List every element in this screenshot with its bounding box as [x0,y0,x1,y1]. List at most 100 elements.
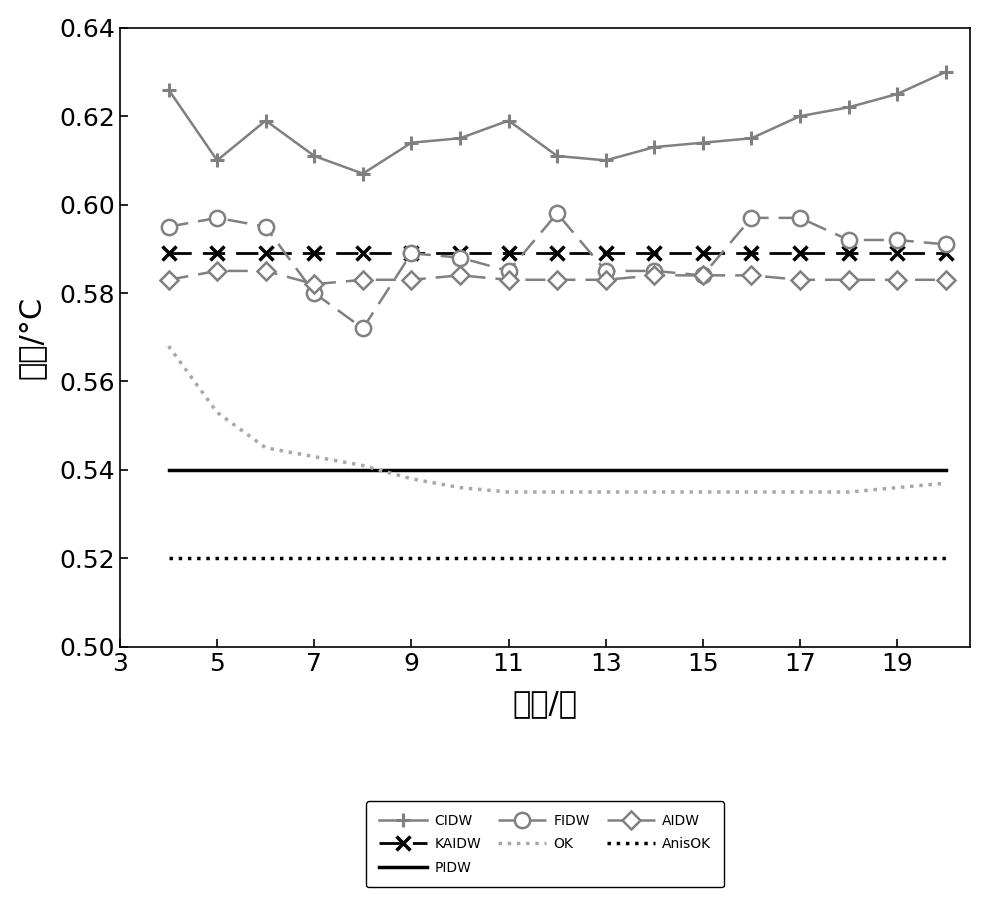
KAIDW [357,248,369,259]
KAIDW [697,248,709,259]
AIDW [405,274,417,286]
OK [648,486,660,497]
FIDW [648,265,660,276]
OK [260,443,272,454]
AIDW [940,274,952,286]
OK [745,486,757,497]
AIDW [697,270,709,281]
Line: OK: OK [169,346,946,492]
CIDW [454,133,466,144]
CIDW [600,155,612,166]
PIDW [940,465,952,476]
AIDW [163,274,175,286]
PIDW [211,465,223,476]
AIDW [745,270,757,281]
OK [211,407,223,418]
KAIDW [163,248,175,259]
KAIDW [260,248,272,259]
FIDW [843,235,855,246]
PIDW [551,465,563,476]
Line: CIDW: CIDW [162,65,953,180]
FIDW [503,265,515,276]
PIDW [405,465,417,476]
AnisOK [357,553,369,564]
Line: FIDW: FIDW [161,206,953,336]
FIDW [260,221,272,232]
AnisOK [503,553,515,564]
OK [357,460,369,471]
CIDW [551,151,563,162]
OK [308,451,320,462]
AnisOK [843,553,855,564]
X-axis label: 点数/个: 点数/个 [512,689,578,719]
KAIDW [308,248,320,259]
CIDW [308,151,320,162]
CIDW [163,84,175,95]
KAIDW [503,248,515,259]
KAIDW [454,248,466,259]
OK [551,486,563,497]
AnisOK [405,553,417,564]
AnisOK [697,553,709,564]
AnisOK [308,553,320,564]
OK [891,482,903,493]
CIDW [891,89,903,100]
AIDW [211,265,223,276]
OK [697,486,709,497]
FIDW [745,213,757,224]
CIDW [697,137,709,148]
PIDW [648,465,660,476]
AnisOK [211,553,223,564]
AIDW [357,274,369,286]
OK [794,486,806,497]
AIDW [551,274,563,286]
FIDW [211,213,223,224]
AnisOK [454,553,466,564]
AIDW [794,274,806,286]
FIDW [600,265,612,276]
CIDW [405,137,417,148]
AIDW [600,274,612,286]
KAIDW [551,248,563,259]
Line: AIDW: AIDW [162,264,952,290]
PIDW [891,465,903,476]
Y-axis label: 误差/°C: 误差/°C [16,296,45,379]
AIDW [260,265,272,276]
KAIDW [648,248,660,259]
AnisOK [745,553,757,564]
AIDW [843,274,855,286]
AnisOK [940,553,952,564]
CIDW [843,102,855,113]
PIDW [843,465,855,476]
OK [600,486,612,497]
FIDW [357,322,369,334]
PIDW [794,465,806,476]
KAIDW [891,248,903,259]
PIDW [357,465,369,476]
AnisOK [260,553,272,564]
KAIDW [940,248,952,259]
AIDW [891,274,903,286]
FIDW [551,208,563,219]
AnisOK [551,553,563,564]
PIDW [260,465,272,476]
FIDW [697,270,709,281]
PIDW [308,465,320,476]
KAIDW [794,248,806,259]
FIDW [940,239,952,250]
AnisOK [794,553,806,564]
AIDW [648,270,660,281]
AIDW [503,274,515,286]
CIDW [357,168,369,179]
CIDW [648,141,660,152]
FIDW [794,213,806,224]
PIDW [503,465,515,476]
AnisOK [600,553,612,564]
FIDW [891,235,903,246]
OK [843,486,855,497]
OK [503,486,515,497]
CIDW [940,67,952,78]
AnisOK [891,553,903,564]
KAIDW [405,248,417,259]
KAIDW [211,248,223,259]
